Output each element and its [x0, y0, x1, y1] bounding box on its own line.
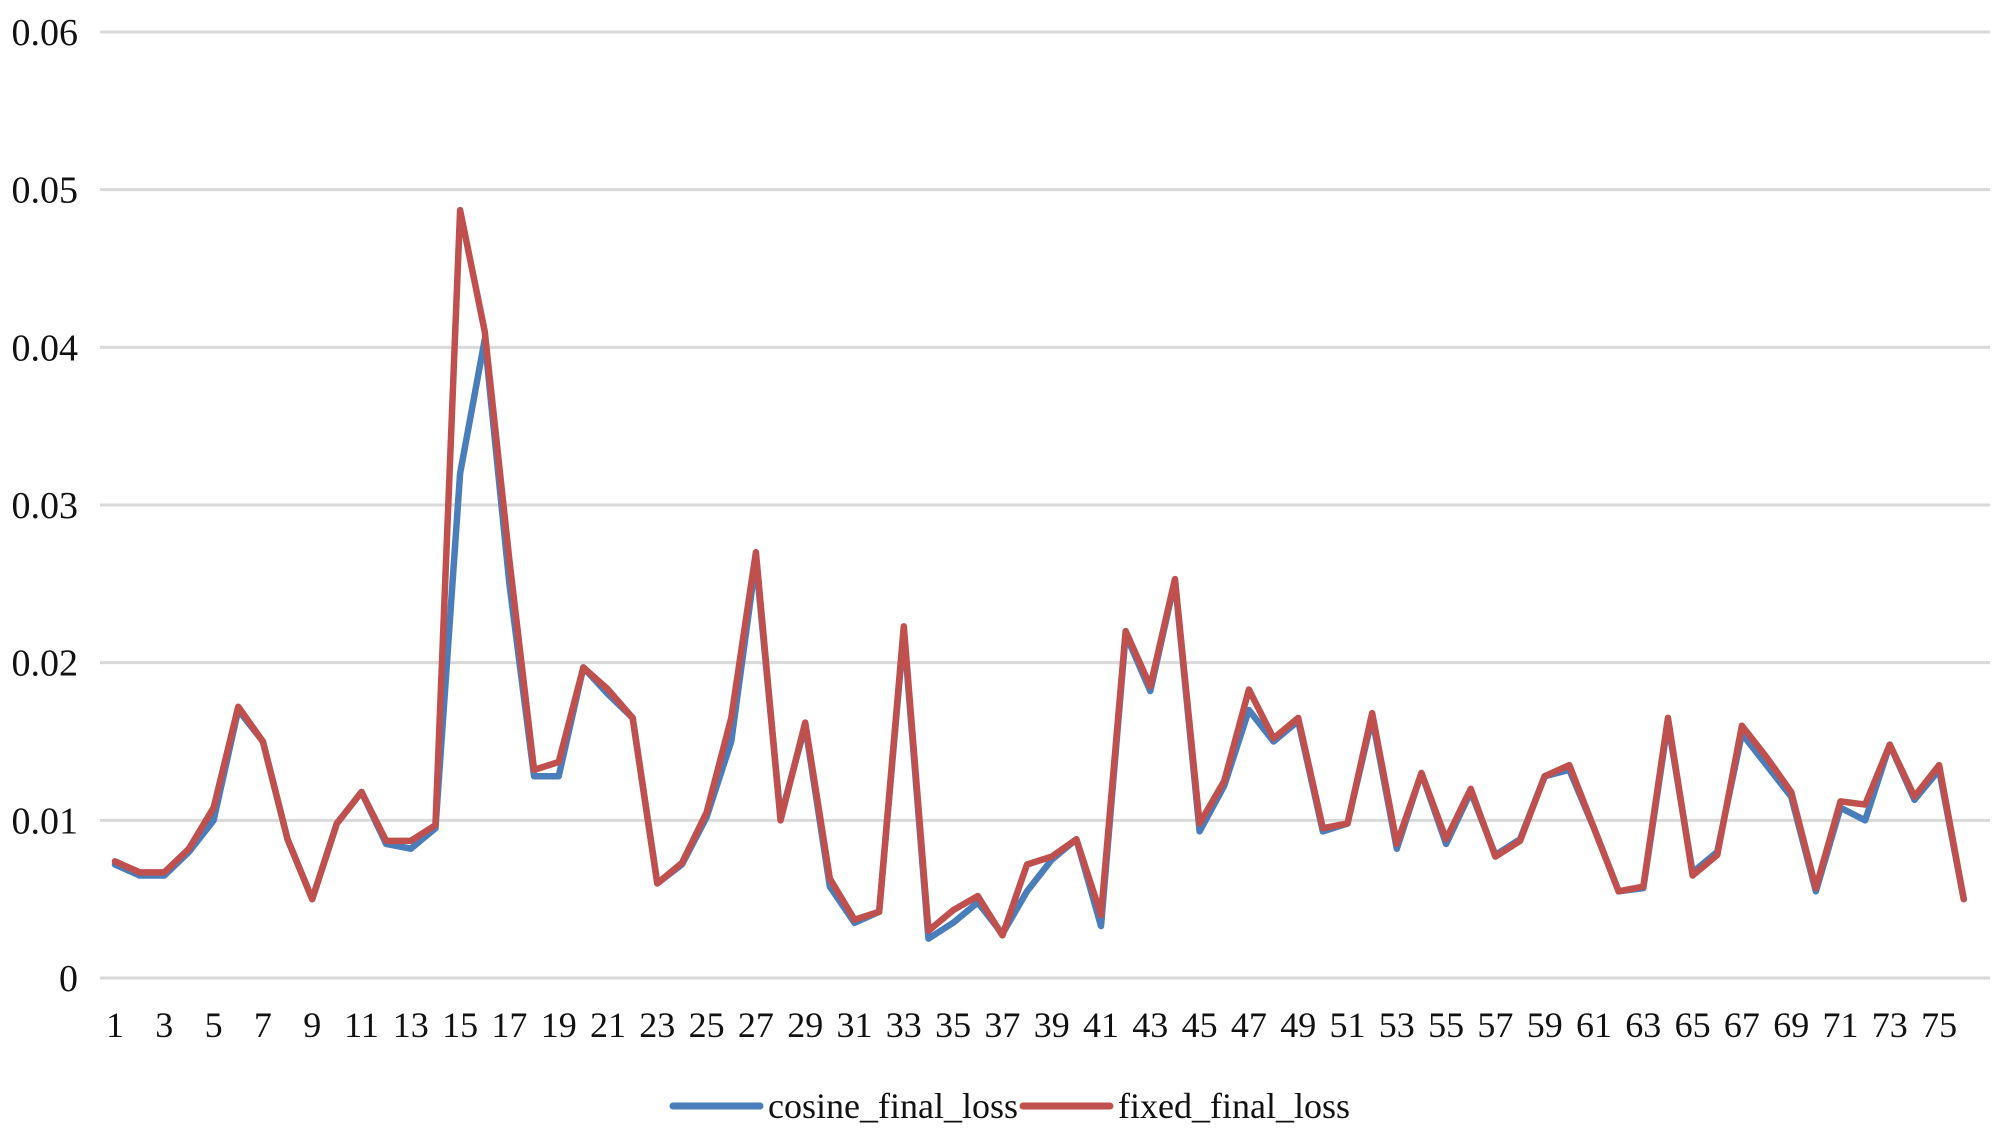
x-tick-label: 25	[689, 1005, 725, 1045]
x-tick-label: 1	[106, 1005, 124, 1045]
x-tick-label: 57	[1477, 1005, 1513, 1045]
x-tick-label: 27	[738, 1005, 774, 1045]
y-tick-label: 0.03	[12, 485, 79, 527]
x-tick-label: 75	[1921, 1005, 1957, 1045]
x-tick-label: 43	[1132, 1005, 1168, 1045]
legend: cosine_final_loss fixed_final_loss	[669, 1086, 1350, 1126]
x-tick-label: 61	[1576, 1005, 1612, 1045]
x-tick-label: 53	[1379, 1005, 1415, 1045]
y-axis-ticks: 0 0.01 0.02 0.03 0.04 0.05 0.06	[12, 12, 79, 1000]
x-tick-label: 31	[837, 1005, 873, 1045]
y-tick-label: 0.04	[12, 327, 79, 369]
x-tick-label: 51	[1330, 1005, 1366, 1045]
x-tick-label: 69	[1773, 1005, 1809, 1045]
x-tick-label: 33	[886, 1005, 922, 1045]
legend-label-cosine: cosine_final_loss	[768, 1086, 1018, 1126]
x-tick-label: 41	[1083, 1005, 1119, 1045]
y-tick-label: 0.02	[12, 643, 79, 685]
x-tick-label: 5	[205, 1005, 223, 1045]
x-tick-label: 21	[590, 1005, 626, 1045]
x-tick-label: 11	[344, 1005, 379, 1045]
x-tick-label: 23	[639, 1005, 675, 1045]
x-tick-label: 55	[1428, 1005, 1464, 1045]
x-tick-label: 73	[1872, 1005, 1908, 1045]
series-lines	[111, 206, 1967, 942]
legend-item-cosine: cosine_final_loss	[669, 1086, 1018, 1126]
x-tick-label: 63	[1625, 1005, 1661, 1045]
x-tick-label: 59	[1527, 1005, 1563, 1045]
x-axis-ticks: 1 3 5 7 9 11 13 15 17 19 21 23 25 27 29 31 33 35 37 39 41 43 4…	[106, 1005, 1957, 1045]
legend-item-fixed: fixed_final_loss	[1019, 1086, 1350, 1126]
x-tick-label: 37	[984, 1005, 1020, 1045]
x-tick-label: 29	[787, 1005, 823, 1045]
x-tick-label: 17	[491, 1005, 527, 1045]
y-tick-label: 0.01	[12, 800, 79, 842]
y-tick-label: 0.06	[12, 12, 79, 54]
x-tick-label: 49	[1280, 1005, 1316, 1045]
x-tick-label: 71	[1823, 1005, 1859, 1045]
gridlines	[100, 30, 1990, 980]
x-tick-label: 45	[1182, 1005, 1218, 1045]
y-tick-label: 0	[59, 958, 78, 1000]
x-tick-label: 35	[935, 1005, 971, 1045]
legend-label-fixed: fixed_final_loss	[1118, 1086, 1350, 1126]
x-tick-label: 67	[1724, 1005, 1760, 1045]
x-tick-label: 13	[393, 1005, 429, 1045]
series-line-fixed-final-loss	[111, 206, 1967, 939]
x-tick-label: 47	[1231, 1005, 1267, 1045]
x-tick-label: 9	[303, 1005, 321, 1045]
y-tick-label: 0.05	[12, 170, 79, 212]
x-tick-label: 15	[442, 1005, 478, 1045]
x-tick-label: 7	[254, 1005, 272, 1045]
x-tick-label: 3	[155, 1005, 173, 1045]
x-tick-label: 19	[541, 1005, 577, 1045]
x-tick-label: 39	[1034, 1005, 1070, 1045]
x-tick-label: 65	[1675, 1005, 1711, 1045]
